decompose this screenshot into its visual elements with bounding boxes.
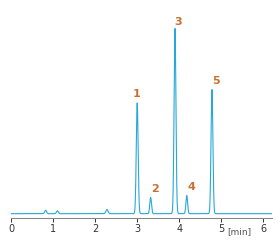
- Text: [min]: [min]: [227, 227, 251, 236]
- Text: 5: 5: [212, 76, 220, 86]
- Text: 2: 2: [151, 184, 159, 194]
- Text: 4: 4: [187, 182, 195, 192]
- Text: 1: 1: [132, 89, 140, 99]
- Text: 3: 3: [174, 16, 182, 26]
